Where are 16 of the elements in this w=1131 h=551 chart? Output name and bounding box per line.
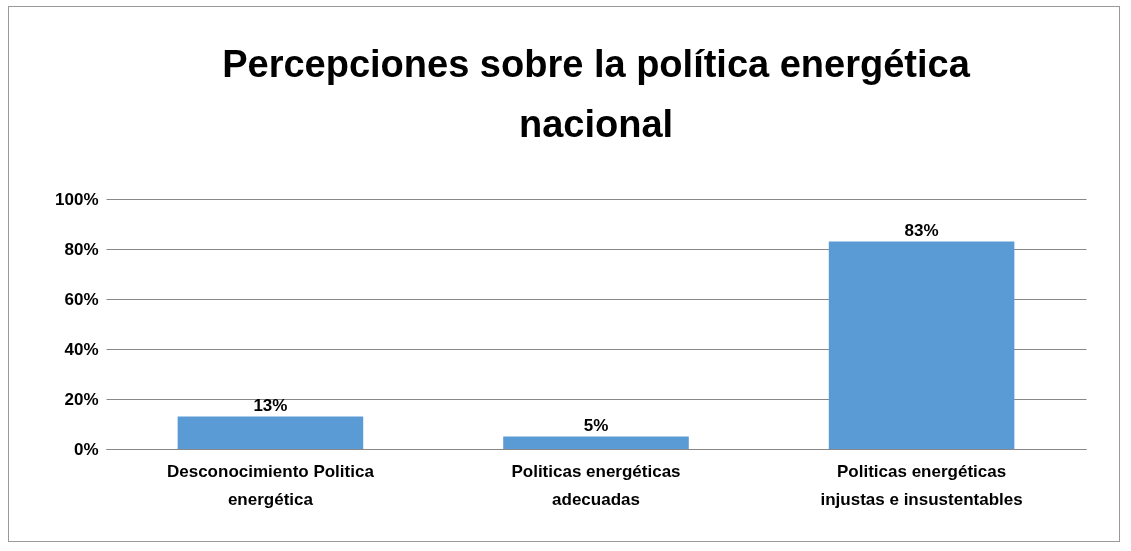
y-tick-label: 40% [64,339,99,359]
y-tick-label: 60% [64,289,99,309]
chart-title: Percepciones sobre la política energética nacional [222,43,971,145]
y-tick-label: 0% [73,439,99,459]
bar [503,436,689,449]
data-label: 83% [904,220,939,240]
bar [177,416,364,449]
y-tick-label: 100% [55,189,99,209]
y-tick-label: 20% [64,389,99,409]
data-label: 5% [583,415,609,435]
bar [828,241,1015,449]
x-tick-label: Politicas energéticas adecuadas [511,461,681,509]
data-label: 13% [253,395,288,415]
x-tick-label: Desconocimiento Politica energética [166,461,375,509]
y-tick-label: 80% [64,239,99,259]
x-tick-label: Politicas energéticas injustas e insustentables [820,461,1023,509]
